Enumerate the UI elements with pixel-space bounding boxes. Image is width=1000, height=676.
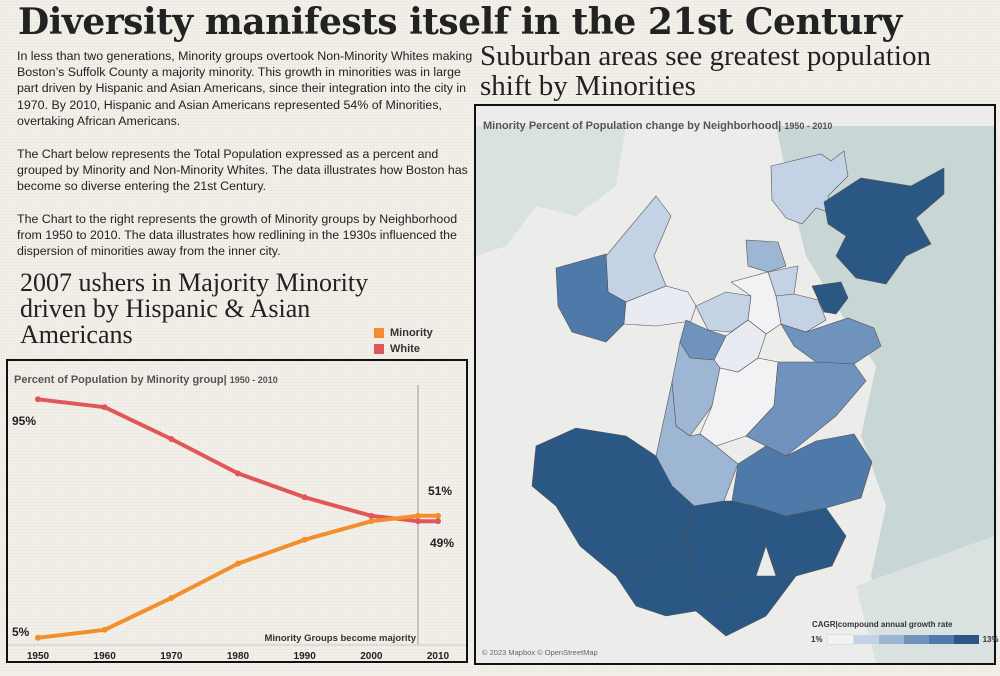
line-chart-panel: Percent of Population by Minority group|… [6, 359, 468, 663]
neighborhood-map[interactable]: Minority Percent of Population change by… [476, 106, 994, 663]
color-scale-title: CAGR|compound annual growth rate [812, 620, 953, 629]
map-heading: Suburban areas see greatest population s… [480, 40, 931, 102]
line-chart: Percent of Population by Minority group|… [8, 374, 466, 661]
map-panel: Minority Percent of Population change by… [474, 104, 999, 665]
line-chart-heading: 2007 ushers in Majority Minority driven … [20, 268, 369, 349]
water-southeast [856, 536, 994, 663]
legend-item-minority[interactable]: Minority [374, 325, 433, 341]
harbor-water [776, 126, 994, 663]
data-points [35, 396, 441, 641]
legend-label-white: White [390, 343, 420, 355]
color-scale-step-1 [826, 634, 854, 645]
data-point-white-2000[interactable] [368, 512, 375, 519]
color-scale-min-label: 1% [811, 635, 823, 644]
color-scale-step-5 [928, 635, 954, 644]
legend-swatch-minority [374, 328, 384, 338]
map-title: Minority Percent of Population change by… [483, 120, 832, 132]
intro-paragraph-1: In less than two generations, Minority g… [17, 49, 473, 128]
color-scale-step-2 [853, 635, 879, 644]
page-title: Diversity manifests itself in the 21st C… [18, 1, 902, 43]
data-label-white-2010: 49% [430, 536, 454, 550]
legend-swatch-white [374, 344, 384, 354]
region-back-bay[interactable] [745, 239, 787, 273]
data-point-minority-2007[interactable] [415, 512, 421, 519]
x-tick-label: 2010 [427, 651, 450, 661]
x-tick-label: 1990 [294, 651, 317, 661]
majority-reference-label: Minority Groups become majority [265, 633, 417, 644]
color-scale-legend: 1% 13% [811, 634, 999, 645]
x-tick-label: 1970 [160, 651, 183, 661]
region-south-boston[interactable] [780, 317, 882, 365]
series-line-minority [37, 513, 438, 640]
region-east-boston[interactable] [823, 167, 945, 285]
line-chart-legend: Minority White [374, 325, 433, 357]
water-northwest [476, 126, 626, 256]
data-point-white-1970[interactable] [168, 436, 175, 442]
data-point-minority-2010[interactable] [435, 512, 441, 519]
data-point-minority-1970[interactable] [168, 595, 175, 601]
x-axis-ticks: 1950 1960 1970 1980 1990 2000 2010 [27, 651, 450, 661]
color-scale-max-label: 13% [982, 635, 999, 644]
data-point-white-1980[interactable] [235, 470, 241, 477]
legend-item-white[interactable]: White [374, 341, 433, 357]
map-attribution: © 2023 Mapbox © OpenStreetMap [482, 648, 598, 657]
region-hyde-park[interactable] [615, 535, 797, 637]
data-point-white-2010[interactable] [435, 518, 441, 525]
series-line-white [37, 397, 438, 524]
data-label-minority-2010: 51% [428, 484, 452, 498]
x-tick-label: 1980 [227, 651, 250, 661]
data-point-minority-2000[interactable] [368, 518, 375, 525]
region-allston[interactable] [623, 285, 697, 327]
data-point-minority-1950[interactable] [35, 634, 41, 641]
x-tick-label: 1960 [94, 651, 117, 661]
intro-paragraph-3: The Chart to the right represents the gr… [17, 212, 458, 259]
data-point-white-1960[interactable] [101, 404, 108, 411]
x-tick-label: 2000 [360, 651, 383, 661]
legend-label-minority: Minority [390, 327, 433, 339]
data-label-white-1950: 95% [12, 414, 36, 428]
intro-paragraph-2: The Chart below represents the Total Pop… [17, 147, 468, 194]
data-point-white-2007[interactable] [415, 518, 421, 525]
line-chart-title: Percent of Population by Minority group|… [14, 374, 278, 386]
color-scale-step-6 [953, 635, 979, 644]
color-scale-step-3 [878, 635, 904, 644]
region-seaport[interactable] [811, 281, 849, 315]
data-point-minority-1990[interactable] [301, 536, 308, 543]
data-point-minority-1980[interactable] [235, 560, 241, 567]
region-dorchester-north[interactable] [745, 361, 867, 457]
data-point-white-1990[interactable] [301, 494, 308, 501]
data-point-minority-1960[interactable] [101, 626, 108, 633]
data-point-white-1950[interactable] [35, 396, 41, 403]
region-mattapan[interactable] [753, 505, 847, 577]
color-scale-step-4 [903, 635, 929, 644]
x-tick-label: 1950 [27, 651, 50, 661]
region-south-end[interactable] [730, 271, 782, 335]
data-label-minority-1950: 5% [12, 625, 30, 639]
